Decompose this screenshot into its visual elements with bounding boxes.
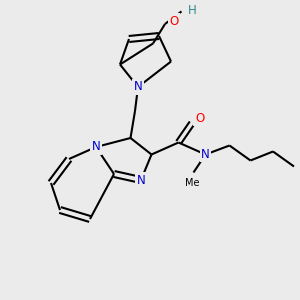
Text: N: N [134, 80, 142, 94]
Text: N: N [201, 148, 210, 161]
Text: O: O [195, 112, 204, 125]
Text: N: N [136, 173, 146, 187]
Text: O: O [169, 14, 178, 28]
Text: N: N [92, 140, 100, 154]
Text: Me: Me [185, 178, 199, 188]
Text: H: H [188, 4, 196, 17]
